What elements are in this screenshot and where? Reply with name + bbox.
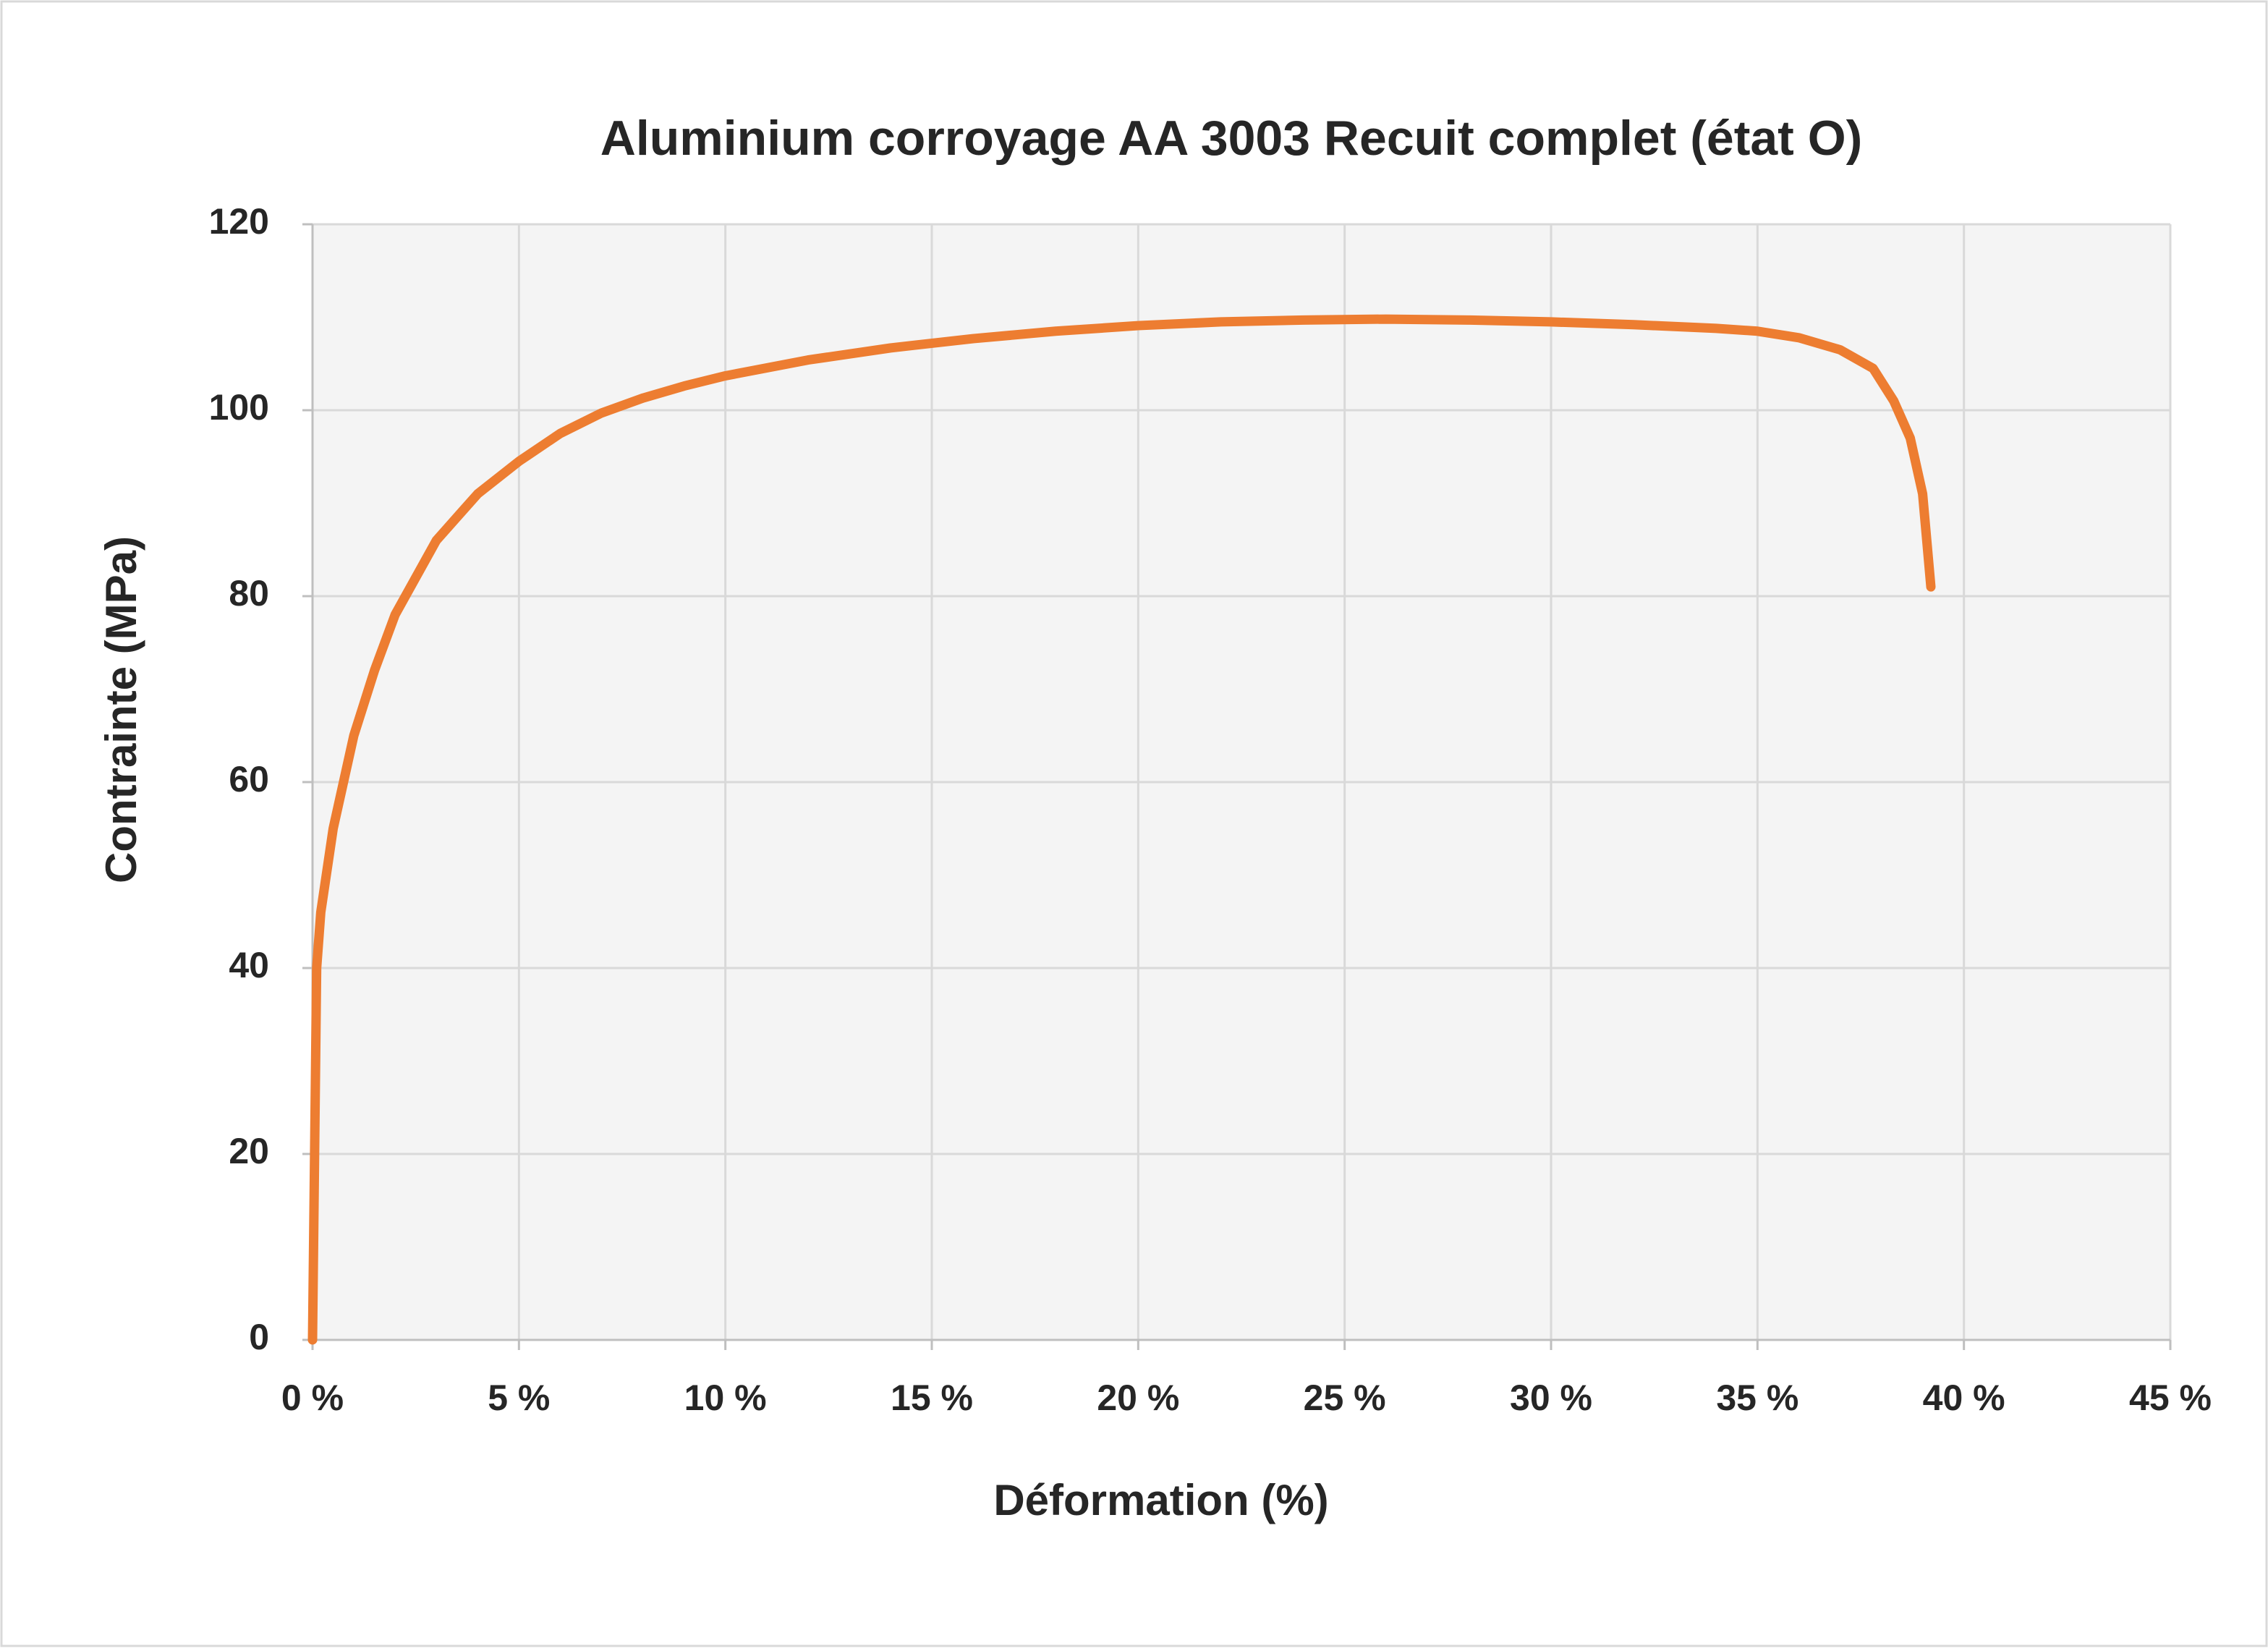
x-tick-label: 35 % [1716,1378,1798,1418]
x-tick-label: 40 % [1923,1378,2005,1418]
y-tick-label: 40 [229,945,269,985]
x-tick-label: 15 % [891,1378,973,1418]
y-tick-label: 0 [249,1317,269,1357]
y-tick-label: 60 [229,759,269,799]
y-tick-label: 100 [209,387,269,428]
y-tick-label: 120 [209,201,269,242]
x-tick-label: 25 % [1304,1378,1386,1418]
y-tick-label: 20 [229,1131,269,1171]
x-tick-label: 30 % [1510,1378,1592,1418]
y-axis-label: Contrainte (MPa) [97,536,145,883]
x-axis-label: Déformation (%) [993,1476,1328,1524]
y-tick-label: 80 [229,573,269,614]
chart-title: Aluminium corroyage AA 3003 Recuit compl… [600,111,1862,166]
x-tick-label: 0 % [281,1378,344,1418]
x-tick-label: 10 % [684,1378,767,1418]
data-line [307,314,1936,1345]
x-tick-label: 5 % [488,1378,550,1418]
x-tick-label: 45 % [2129,1378,2212,1418]
x-tick-label: 20 % [1097,1378,1179,1418]
